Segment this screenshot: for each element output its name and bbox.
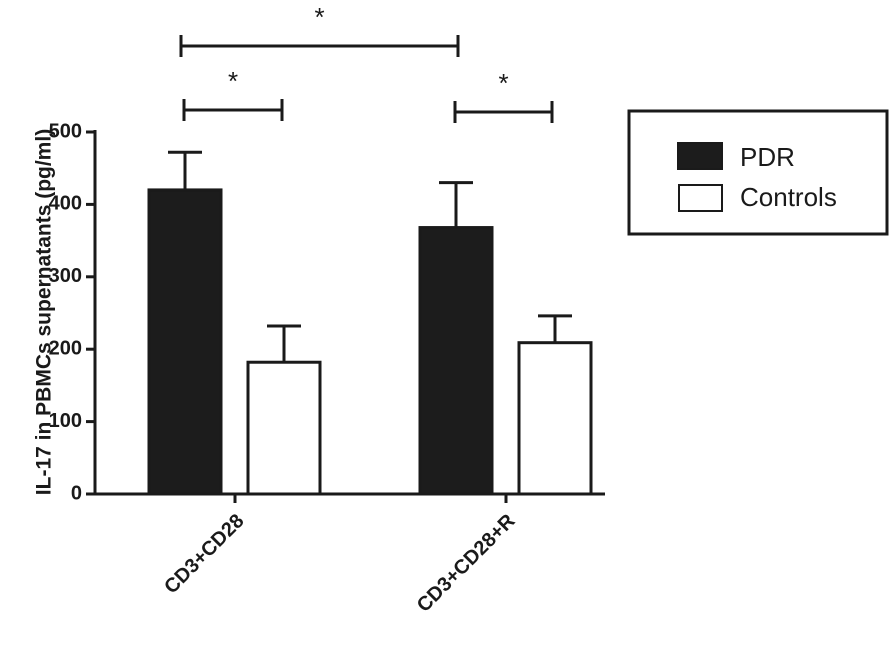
y-tick-label: 500 <box>49 120 82 142</box>
bar-pdr <box>418 226 494 496</box>
x-tick-label: CD3+CD28 <box>160 510 248 598</box>
y-tick-label: 400 <box>49 193 82 215</box>
y-tick-label: 300 <box>49 265 82 287</box>
bar-pdr <box>147 188 223 496</box>
y-axis-label: IL-17 in PBMCs supernatants (pg/ml) <box>33 129 56 495</box>
significance-brackets: * * * <box>179 2 554 123</box>
legend-swatch-controls <box>678 184 723 212</box>
y-tick-label: 100 <box>49 410 82 432</box>
legend-label-controls: Controls <box>740 182 837 212</box>
error-bars <box>168 150 572 363</box>
bars <box>147 188 593 496</box>
bar-controls <box>246 360 322 496</box>
legend-label-pdr: PDR <box>740 142 795 172</box>
significance-star: * <box>314 2 324 32</box>
x-tick-label: CD3+CD28+R <box>413 510 520 617</box>
legend: PDR Controls <box>627 109 889 236</box>
bar-controls <box>517 341 593 496</box>
y-tick-label: 0 <box>71 482 82 504</box>
y-tick-label: 200 <box>49 337 82 359</box>
legend-box <box>627 109 889 236</box>
significance-star: * <box>228 66 238 96</box>
legend-swatch-pdr <box>677 142 723 170</box>
significance-star: * <box>498 68 508 98</box>
